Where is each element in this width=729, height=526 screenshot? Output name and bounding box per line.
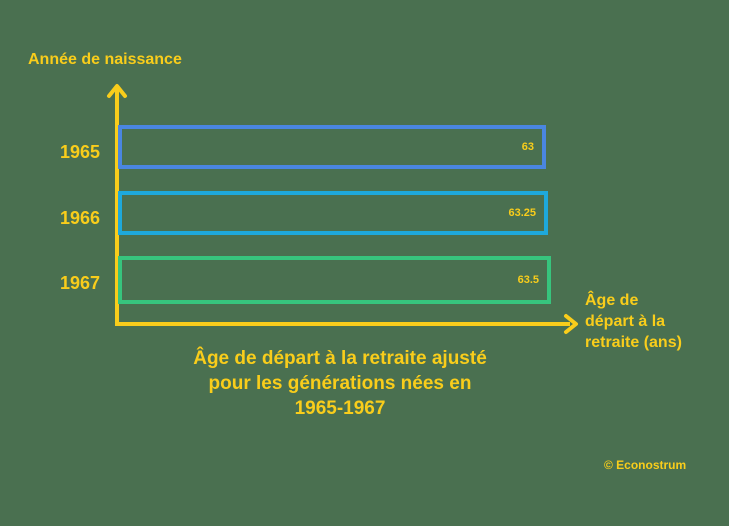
x-axis-arrow-icon [564,314,578,334]
y-tick-1966: 1966 [60,208,101,228]
bar-1966: 63.25 [118,191,548,235]
bar-value-1966: 63.25 [508,207,536,219]
x-axis-label: Âge de départ à la retraite (ans) [585,290,682,353]
y-tick-1965: 1965 [60,142,101,162]
source-credit: © Econostrum [604,458,687,472]
chart-title-line: Âge de départ à la retraite ajusté [193,348,487,369]
chart-title: Âge de départ à la retraite ajusté pour … [130,346,550,421]
x-axis-label-line: retraite (ans) [585,334,682,351]
bar-value-1967: 63.5 [517,274,539,286]
chart-title-line: 1965-1967 [294,398,386,419]
x-axis [115,322,570,326]
x-axis-label-line: Âge de [585,292,639,309]
chart-title-line: pour les générations nées en [208,373,472,394]
bar-1967: 63.5 [118,256,551,304]
y-axis [115,88,119,326]
bar-1965: 63 [118,125,546,169]
y-axis-label: Année de naissance [28,51,182,68]
bar-value-1965: 63 [521,141,534,153]
x-axis-label-line: départ à la [585,313,666,330]
y-tick-1967: 1967 [60,273,101,293]
y-axis-arrow-icon [107,84,127,98]
